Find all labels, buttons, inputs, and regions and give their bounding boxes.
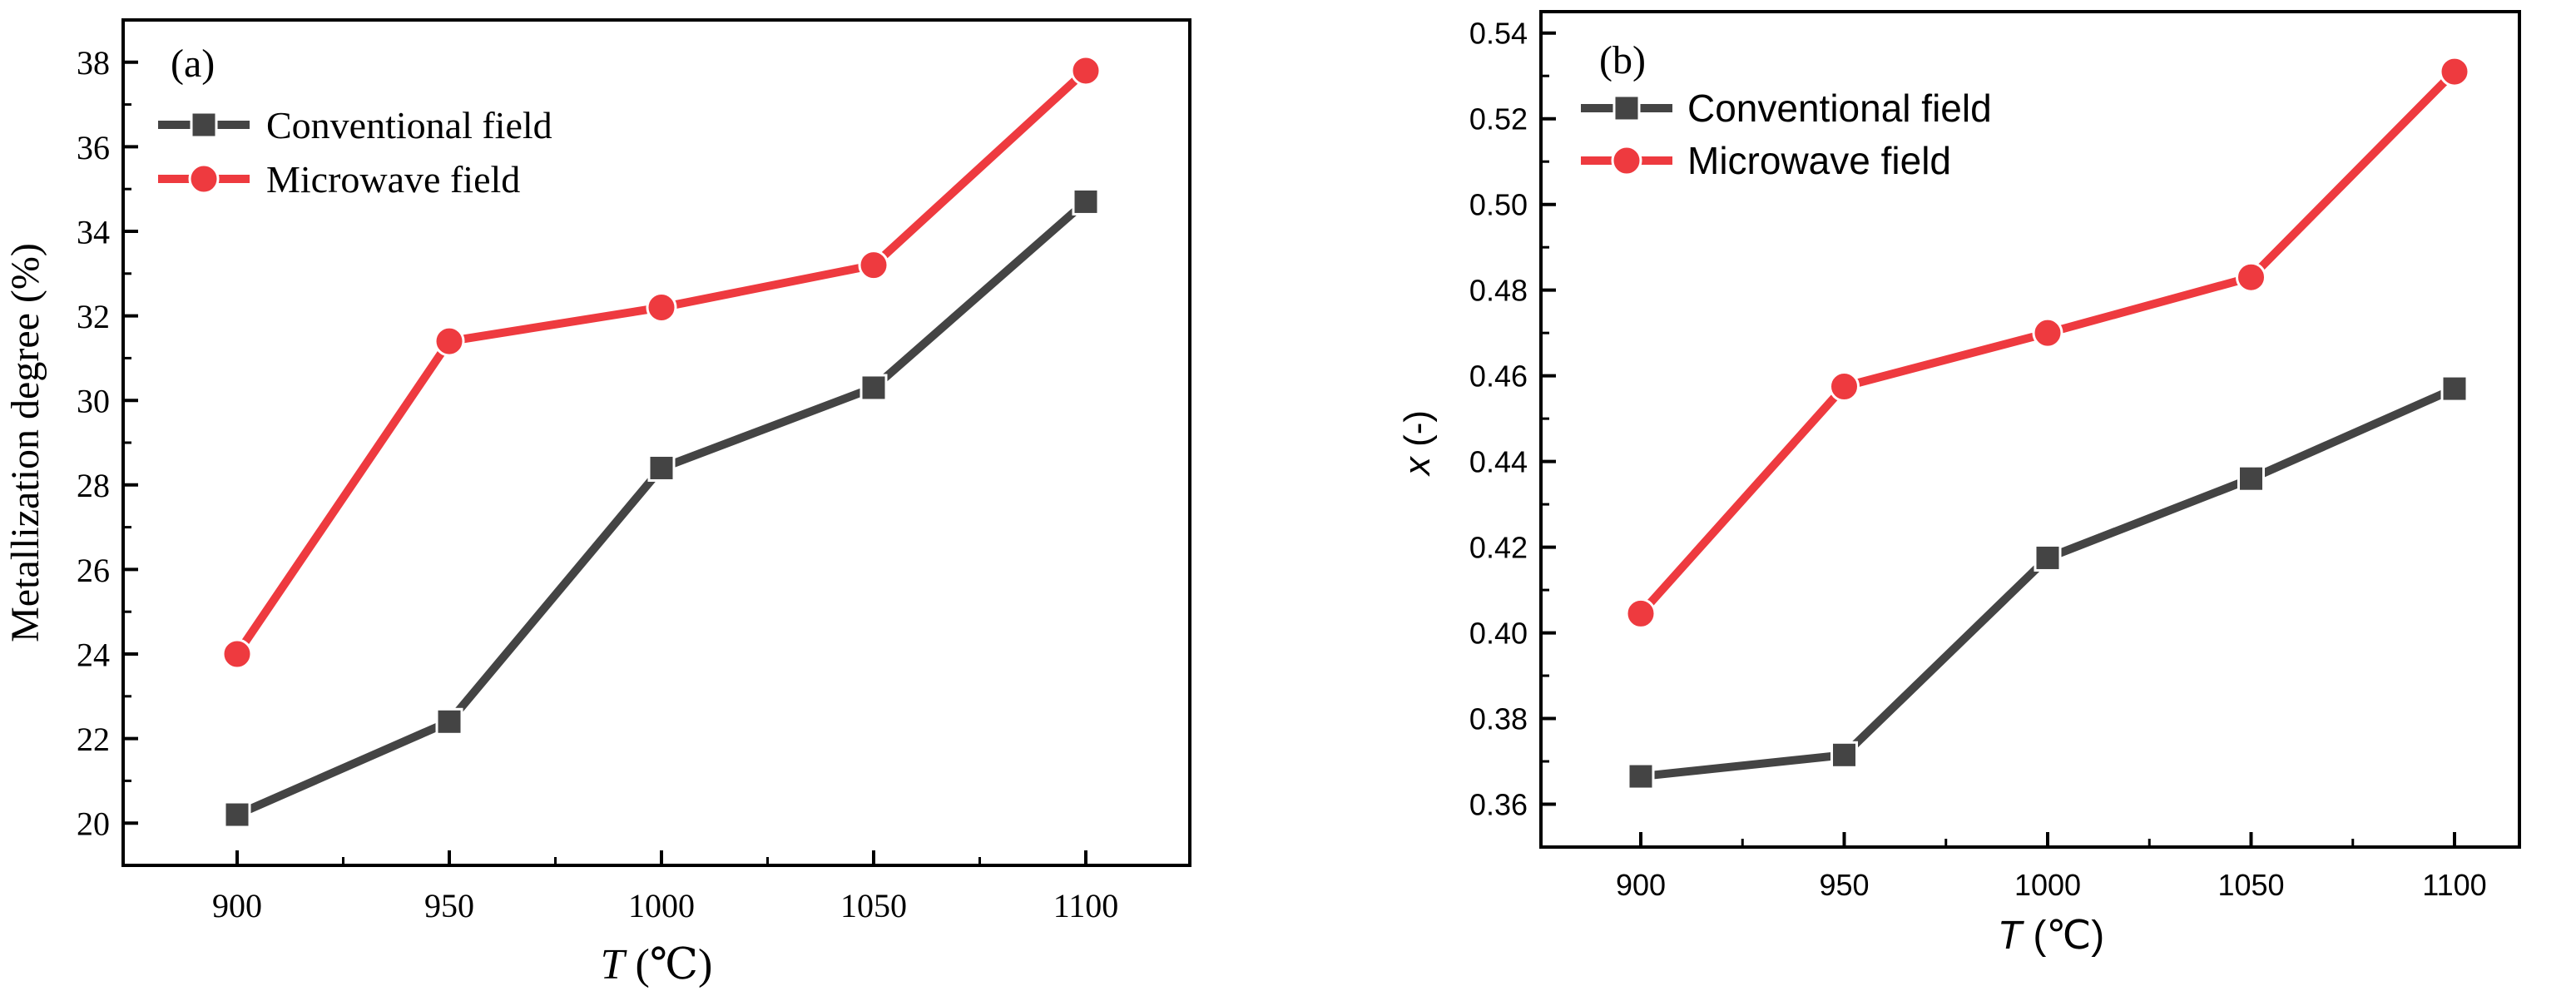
y-tick-label: 0.50: [1469, 188, 1528, 222]
x-tick-label: 1100: [1053, 887, 1119, 924]
legend-marker-conventional: [190, 111, 218, 139]
data-point-conventional: [647, 453, 676, 482]
data-point-conventional: [435, 707, 463, 736]
x-tick-label: 1050: [2217, 868, 2284, 902]
x-tick-label: 1000: [628, 887, 695, 924]
x-tick-label: 900: [1616, 868, 1666, 902]
x-tick-label: 900: [212, 887, 262, 924]
x-tick-label: 1000: [2014, 868, 2081, 902]
y-tick-label: 0.44: [1469, 445, 1528, 479]
data-point-conventional: [859, 374, 888, 402]
data-point-microwave: [1625, 597, 1657, 629]
legend-a: Conventional field Microwave field: [158, 104, 552, 201]
y-tick-label: 0.46: [1469, 359, 1528, 394]
x-axis-title-a: T (℃): [601, 941, 713, 989]
y-tick-label: 34: [77, 213, 110, 250]
data-point-conventional: [2440, 374, 2469, 403]
x-axis-title-unit-a: (℃): [625, 941, 713, 989]
data-point-microwave: [2032, 317, 2063, 349]
x-tick-label: 1050: [840, 887, 907, 924]
chart-panel-b: 0.36 0.38 0.40 0.42 0.44 0.46 0.48 0.50 0.52 0.54…: [1397, 10, 2521, 958]
x-axis-title-symbol-b: T: [1998, 914, 2025, 958]
legend-label-microwave: Microwave field: [1687, 139, 1951, 182]
axis-ticks-a: 20 22 24 26 28 30 32 34 36 38 900 950 1000 1050 1100: [77, 44, 1118, 924]
y-tick-label: 0.40: [1469, 617, 1528, 651]
data-point-conventional: [1830, 741, 1858, 769]
legend-label-conventional: Conventional field: [1687, 87, 1992, 130]
y-tick-label: 32: [77, 298, 110, 335]
axis-ticks-b: 0.36 0.38 0.40 0.42 0.44 0.46 0.48 0.50 0.52 0.54…: [1469, 17, 2487, 902]
y-tick-label: 0.52: [1469, 102, 1528, 136]
x-axis-title-symbol-a: T: [601, 941, 627, 989]
legend-label-conventional: Conventional field: [266, 104, 552, 146]
x-axis-title-unit-b: (℃): [2022, 914, 2104, 958]
y-axis-title-symbol-b: x: [1397, 455, 1438, 477]
data-point-microwave: [646, 291, 677, 323]
legend-label-microwave: Microwave field: [266, 158, 520, 201]
data-point-conventional: [2034, 543, 2062, 572]
y-tick-label: 20: [77, 805, 110, 843]
data-point-microwave: [2439, 56, 2470, 87]
series-group-b: [1625, 56, 2470, 790]
data-point-microwave: [2236, 261, 2266, 293]
y-axis-title-unit-b: (-): [1397, 410, 1438, 457]
x-axis-title-b: T (℃): [1998, 914, 2105, 958]
y-axis-title-b: x (-): [1397, 410, 1438, 477]
legend-marker-conventional: [1612, 94, 1641, 122]
y-tick-label: 38: [77, 44, 110, 82]
panel-label-b: (b): [1599, 38, 1646, 82]
data-point-conventional: [1627, 762, 1655, 790]
series-line-conventional: [1640, 384, 2457, 781]
data-point-microwave: [433, 325, 465, 357]
series-group-a: [221, 55, 1102, 829]
plot-frame-b: [1539, 10, 2521, 849]
y-tick-label: 30: [77, 383, 110, 420]
data-point-conventional: [2237, 464, 2265, 493]
legend-b: Conventional field Microwave field: [1581, 87, 1992, 182]
y-tick-label: 28: [77, 467, 110, 504]
x-tick-label: 950: [1819, 868, 1869, 902]
y-tick-label: 0.54: [1469, 17, 1528, 51]
legend-marker-microwave: [188, 163, 220, 195]
chart-panel-a: 20 22 24 26 28 30 32 34 36 38 900 950 1000 1050 1100 C…: [3, 18, 1191, 989]
y-tick-label: 36: [77, 129, 110, 166]
data-point-conventional: [1072, 187, 1100, 216]
data-point-microwave: [1070, 55, 1102, 87]
data-point-conventional: [223, 800, 251, 829]
data-point-microwave: [1829, 371, 1860, 403]
data-point-microwave: [858, 250, 889, 281]
plot-frame-a: [121, 18, 1191, 867]
y-tick-label: 26: [77, 552, 110, 589]
y-tick-label: 0.42: [1469, 531, 1528, 565]
y-axis-title-a: Metallization degree (%): [3, 243, 47, 642]
panel-label-a: (a): [171, 42, 215, 86]
y-tick-label: 0.36: [1469, 787, 1528, 821]
data-point-microwave: [221, 638, 253, 670]
legend-marker-microwave: [1611, 145, 1642, 176]
y-tick-label: 0.48: [1469, 274, 1528, 308]
x-tick-label: 950: [424, 887, 474, 924]
x-tick-label: 1100: [2422, 868, 2486, 902]
y-tick-label: 22: [77, 721, 110, 758]
y-tick-label: 0.38: [1469, 701, 1528, 736]
y-tick-label: 24: [77, 636, 110, 673]
